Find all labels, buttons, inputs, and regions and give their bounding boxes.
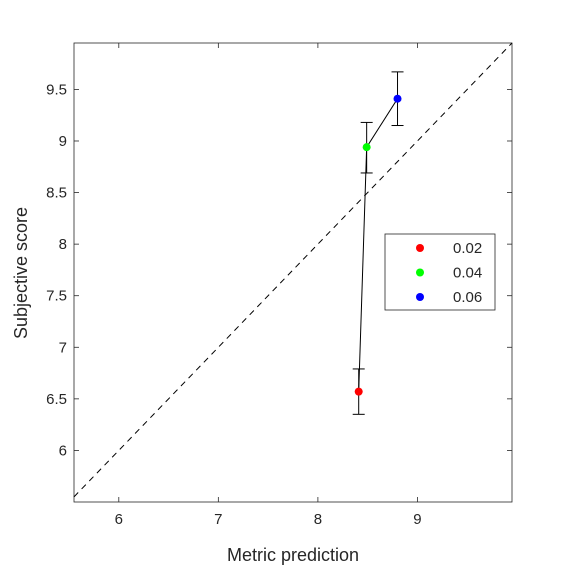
y-tick-label: 8.5 [46,185,67,202]
y-tick-label: 9.5 [46,81,67,98]
legend-entry-0.06: 0.06 [416,289,482,306]
y-tick-label: 6 [59,442,67,459]
y-tick-label: 6.5 [46,391,67,408]
y-tick-label: 8 [59,236,67,253]
y-axis-label: Subjective score [11,207,31,339]
x-tick-label: 6 [115,511,123,528]
data-point-0.02 [354,387,363,396]
legend-marker [416,268,424,277]
legend-label: 0.06 [453,289,482,306]
legend-marker [416,293,424,301]
x-tick-label: 7 [214,511,222,528]
legend-entry-0.04: 0.04 [416,265,482,282]
legend-label: 0.04 [453,265,482,282]
y-tick-label: 7.5 [46,288,67,305]
legend: 0.02 0.04 0.06 [384,233,496,311]
axis-ticks: 6 7 8 9 6 6.5 7 7.5 8 8.5 9 9.5 [46,43,512,528]
legend-marker [416,244,424,252]
legend-label: 0.02 [453,240,482,257]
x-axis-label: Metric prediction [227,545,359,565]
legend-box [384,233,496,311]
x-tick-label: 8 [314,511,322,528]
y-tick-label: 7 [59,339,67,356]
data-point-0.06 [393,94,402,103]
legend-entry-0.02: 0.02 [416,240,482,257]
x-tick-label: 9 [413,511,421,528]
y-tick-label: 9 [59,133,67,150]
data-point-0.04 [362,143,371,152]
